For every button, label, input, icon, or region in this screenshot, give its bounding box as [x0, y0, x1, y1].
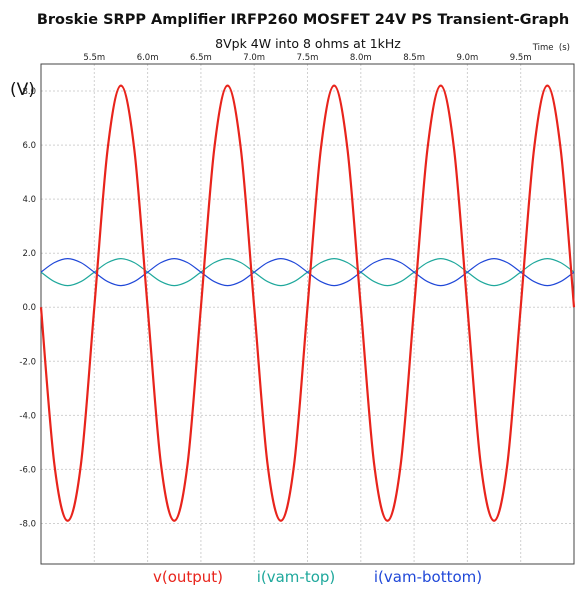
y-tick-label: -6.0 — [19, 465, 36, 475]
series-line-i-vam-bottom — [40, 257, 575, 287]
y-tick-label: 4.0 — [22, 195, 36, 205]
x-axis-label: Time (s) — [532, 43, 570, 53]
y-tick-labels: 8.0 6.0 4.0 2.0 0.0 -2.0 -4.0 -6.0 -8.0 — [19, 87, 36, 529]
x-tick-label: 9.5m — [510, 53, 532, 63]
x-tick-label: 5.5m — [83, 53, 105, 63]
series-line-v-output — [39, 84, 576, 522]
y-tick-label: 2.0 — [22, 249, 36, 259]
chart-subtitle: 8Vpk 4W into 8 ohms at 1kHz — [215, 36, 401, 51]
x-tick-label: 6.5m — [190, 53, 212, 63]
x-tick-label: 7.0m — [243, 53, 265, 63]
y-tick-label: 8.0 — [22, 87, 36, 97]
series-lines — [39, 84, 576, 522]
y-tick-label: -2.0 — [19, 357, 36, 367]
x-tick-label: 8.0m — [350, 53, 372, 63]
y-tick-label: 0.0 — [22, 303, 36, 313]
x-tick-labels: 5.5m 6.0m 6.5m 7.0m 7.5m 8.0m 8.5m 9.0m 9.5m — [83, 53, 531, 63]
y-tick-label: 6.0 — [22, 141, 36, 151]
chart-title: Broskie SRPP Amplifier IRFP260 MOSFET 24… — [37, 12, 569, 28]
y-tick-label: -8.0 — [19, 519, 36, 529]
legend-entry-i-vam-bottom: i(vam-bottom) — [374, 568, 482, 586]
y-axis-unit: (V) — [10, 80, 35, 100]
x-tick-label: 7.5m — [297, 53, 319, 63]
x-tick-label: 9.0m — [456, 53, 478, 63]
x-tick-label: 8.5m — [403, 53, 425, 63]
y-tick-label: -4.0 — [19, 411, 36, 421]
x-tick-label: 6.0m — [137, 53, 159, 63]
legend-entry-i-vam-top: i(vam-top) — [257, 568, 336, 586]
legend: v(output) i(vam-top) i(vam-bottom) — [153, 568, 482, 586]
legend-entry-v-output: v(output) — [153, 568, 223, 586]
